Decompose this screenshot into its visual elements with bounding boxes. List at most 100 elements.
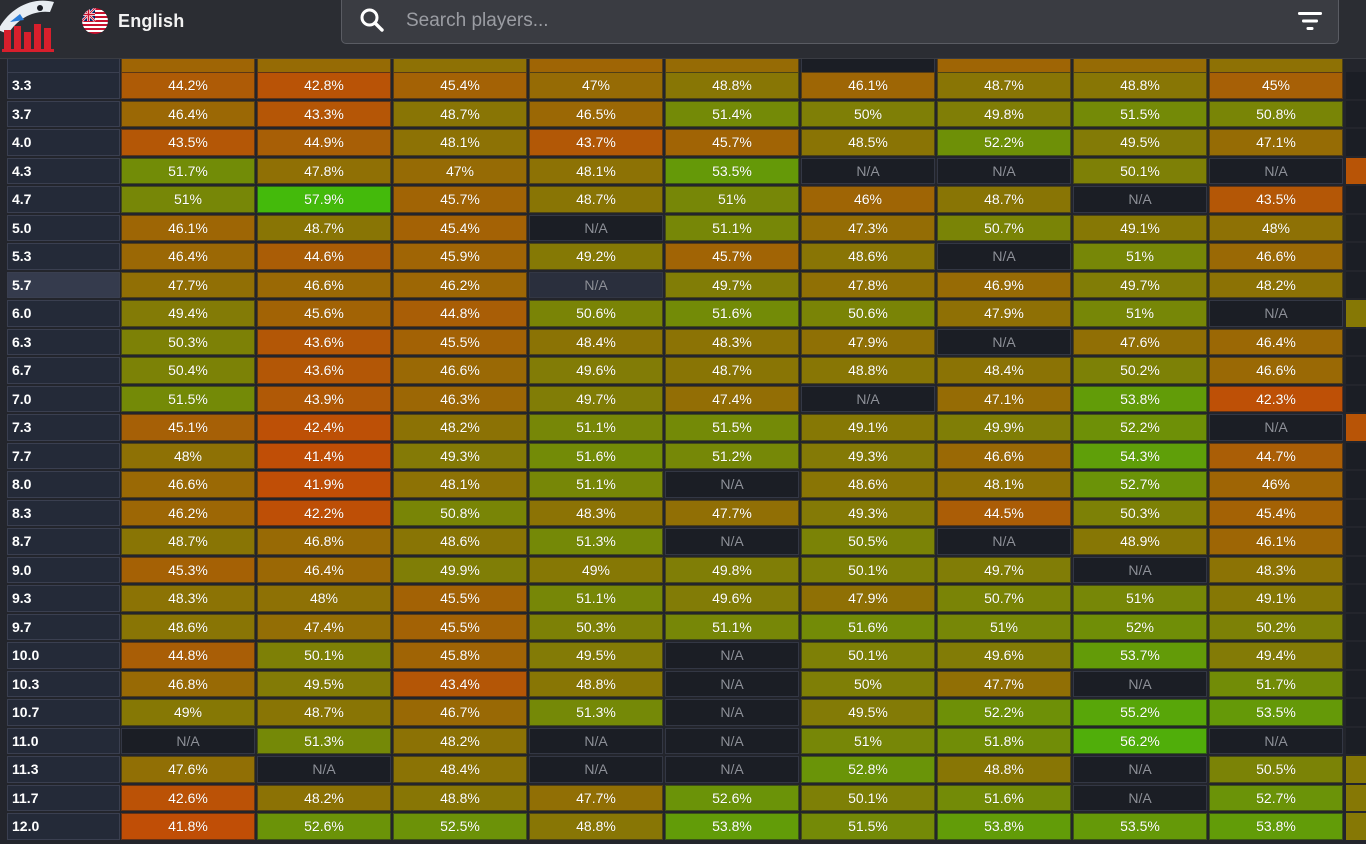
heatmap-cell[interactable]: 48.2% <box>257 784 391 811</box>
heatmap-cell-na[interactable]: N/A <box>937 328 1071 355</box>
heatmap-cell[interactable]: 50.5% <box>801 528 935 555</box>
heatmap-cell-na[interactable]: N/A <box>665 642 799 669</box>
heatmap-cell[interactable]: 48.8% <box>529 670 663 697</box>
heatmap-cell[interactable]: 49.4% <box>121 300 255 327</box>
heatmap-cell[interactable]: 51% <box>121 186 255 213</box>
heatmap-cell[interactable]: 43.3% <box>257 100 391 127</box>
heatmap-cell[interactable]: 48.3% <box>121 585 255 612</box>
heatmap-cell[interactable]: 52.7% <box>1073 471 1207 498</box>
heatmap-cell[interactable]: 48.1% <box>393 129 527 156</box>
heatmap-cell-na[interactable]: N/A <box>1209 300 1343 327</box>
heatmap-cell[interactable]: 49.7% <box>937 556 1071 583</box>
heatmap-cell[interactable]: 52.5% <box>393 813 527 840</box>
heatmap-cell[interactable]: 52.2% <box>1073 414 1207 441</box>
heatmap-cell[interactable]: 45.6% <box>257 300 391 327</box>
heatmap-cell-na[interactable]: N/A <box>121 727 255 754</box>
heatmap-cell[interactable]: 43.6% <box>257 328 391 355</box>
heatmap-cell[interactable]: 46.5% <box>529 100 663 127</box>
heatmap-cell[interactable]: 49.7% <box>665 271 799 298</box>
heatmap-cell[interactable]: 49.9% <box>937 414 1071 441</box>
heatmap-cell[interactable]: 50.1% <box>801 642 935 669</box>
heatmap-cell[interactable]: 48.7% <box>257 699 391 726</box>
heatmap-cell[interactable]: 48.6% <box>801 471 935 498</box>
heatmap-cell[interactable]: 50.1% <box>1073 157 1207 184</box>
heatmap-cell[interactable]: 51.5% <box>1073 100 1207 127</box>
heatmap-cell[interactable]: 41.4% <box>257 442 391 469</box>
heatmap-cell[interactable]: 49.1% <box>801 414 935 441</box>
heatmap-cell[interactable]: 47.7% <box>665 499 799 526</box>
heatmap-cell-na[interactable]: N/A <box>1209 414 1343 441</box>
heatmap-cell-na[interactable]: N/A <box>801 157 935 184</box>
heatmap-cell[interactable]: 49.8% <box>665 556 799 583</box>
heatmap-cell[interactable]: 50.8% <box>393 499 527 526</box>
heatmap-cell[interactable]: 51.1% <box>529 585 663 612</box>
heatmap-cell[interactable]: 48.2% <box>393 414 527 441</box>
heatmap-cell[interactable]: 53.5% <box>1209 699 1343 726</box>
heatmap-cell[interactable]: 46.6% <box>1209 357 1343 384</box>
heatmap-cell[interactable]: 52% <box>1073 613 1207 640</box>
heatmap-cell[interactable]: 51.6% <box>529 442 663 469</box>
heatmap-cell[interactable]: 50.3% <box>121 328 255 355</box>
heatmap-cell-na[interactable]: N/A <box>1073 756 1207 783</box>
heatmap-cell[interactable]: 51.7% <box>1209 670 1343 697</box>
heatmap-cell[interactable]: 46.6% <box>257 271 391 298</box>
heatmap-cell[interactable]: 46.7% <box>393 699 527 726</box>
heatmap-cell[interactable]: 51.1% <box>665 613 799 640</box>
heatmap-cell[interactable]: 50.4% <box>121 357 255 384</box>
heatmap-cell[interactable]: 49.7% <box>529 385 663 412</box>
heatmap-cell[interactable]: 51.1% <box>665 214 799 241</box>
heatmap-cell[interactable]: 52.6% <box>665 784 799 811</box>
heatmap-cell[interactable]: 51.1% <box>529 414 663 441</box>
heatmap-cell[interactable]: 51% <box>1073 300 1207 327</box>
heatmap-cell[interactable]: 47.1% <box>1209 129 1343 156</box>
heatmap-cell[interactable]: 48.7% <box>393 100 527 127</box>
heatmap-cell[interactable]: 43.5% <box>121 129 255 156</box>
heatmap-cell-edge[interactable] <box>1346 471 1366 498</box>
heatmap-cell[interactable]: 46.6% <box>1209 243 1343 270</box>
heatmap-cell[interactable]: 51.6% <box>801 613 935 640</box>
heatmap-cell[interactable]: 47.4% <box>665 385 799 412</box>
heatmap-cell[interactable]: 53.5% <box>1073 813 1207 840</box>
heatmap-cell-na[interactable]: N/A <box>937 528 1071 555</box>
heatmap-cell[interactable]: 52.6% <box>257 813 391 840</box>
heatmap-cell-edge[interactable] <box>1346 271 1366 298</box>
heatmap-cell[interactable]: 49% <box>529 556 663 583</box>
heatmap-cell[interactable]: 50% <box>801 100 935 127</box>
heatmap-cell[interactable]: 41.9% <box>257 471 391 498</box>
heatmap-cell[interactable]: 51.3% <box>529 699 663 726</box>
heatmap-cell[interactable]: 45% <box>1209 72 1343 99</box>
heatmap-cell[interactable]: 50.3% <box>1073 499 1207 526</box>
heatmap-cell[interactable]: 42.3% <box>1209 385 1343 412</box>
heatmap-cell[interactable]: 47% <box>393 157 527 184</box>
heatmap-cell[interactable]: 48.6% <box>801 243 935 270</box>
heatmap-cell[interactable]: 49.5% <box>801 699 935 726</box>
heatmap-cell[interactable]: 43.5% <box>1209 186 1343 213</box>
search-icon[interactable] <box>358 6 386 34</box>
heatmap-cell[interactable]: 48.3% <box>1209 556 1343 583</box>
heatmap-cell[interactable]: 46.2% <box>393 271 527 298</box>
heatmap-cell[interactable]: 53.5% <box>665 157 799 184</box>
heatmap-cell[interactable]: 45.5% <box>393 328 527 355</box>
heatmap-cell[interactable]: 48.8% <box>393 784 527 811</box>
heatmap-cell[interactable]: 53.8% <box>665 813 799 840</box>
heatmap-cell[interactable]: 42.2% <box>257 499 391 526</box>
heatmap-cell-na[interactable]: N/A <box>665 528 799 555</box>
mascot-logo-icon[interactable] <box>0 0 58 52</box>
heatmap-cell[interactable]: 48.7% <box>257 214 391 241</box>
heatmap-cell[interactable]: 46.4% <box>257 556 391 583</box>
heatmap-cell[interactable]: 48% <box>1209 214 1343 241</box>
heatmap-cell[interactable]: 47.9% <box>801 585 935 612</box>
heatmap-cell-edge[interactable] <box>1346 528 1366 555</box>
heatmap-cell-edge[interactable] <box>1346 813 1366 840</box>
heatmap-cell[interactable]: 46% <box>1209 471 1343 498</box>
heatmap-cell[interactable]: 46.9% <box>937 271 1071 298</box>
heatmap-cell[interactable]: 46.3% <box>393 385 527 412</box>
heatmap-cell[interactable]: 46.4% <box>121 243 255 270</box>
heatmap-cell[interactable]: 46.6% <box>121 471 255 498</box>
heatmap-cell[interactable]: 43.4% <box>393 670 527 697</box>
heatmap-cell[interactable]: 51.3% <box>529 528 663 555</box>
heatmap-cell-edge[interactable] <box>1346 243 1366 270</box>
heatmap-cell[interactable]: 49.1% <box>1209 585 1343 612</box>
heatmap-cell[interactable]: 51.1% <box>529 471 663 498</box>
heatmap-cell[interactable]: 50.2% <box>1073 357 1207 384</box>
